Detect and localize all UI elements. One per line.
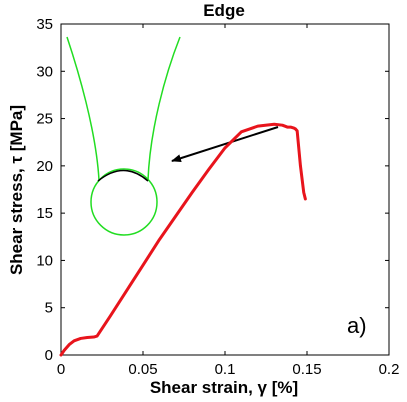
y-tick-label: 10 [36, 252, 53, 269]
panel-label: a) [347, 313, 367, 338]
plot-frame [60, 23, 390, 356]
notch-inset [66, 36, 279, 236]
chart-title: Edge [203, 1, 245, 20]
notch-right-flank [147, 36, 181, 181]
y-tick-label: 35 [36, 16, 53, 33]
x-axis-label: Shear strain, γ [%] [150, 378, 298, 397]
y-tick-label: 20 [36, 158, 53, 175]
x-axis-ticks: 0 0.05 0.1 0.15 0.2 [57, 24, 400, 378]
x-tick-label: 0 [57, 361, 65, 378]
y-axis-ticks: 0 5 10 15 20 25 30 35 [36, 16, 389, 364]
y-tick-label: 0 [45, 347, 53, 364]
notch-edge-arc [97, 169, 149, 182]
notch-root-circle [90, 168, 158, 236]
pointer-arrow [171, 126, 279, 163]
y-axis-label: Shear stress, τ [MPa] [7, 105, 26, 275]
x-tick-label: 0.1 [215, 361, 236, 378]
y-tick-label: 5 [45, 300, 53, 317]
x-tick-label: 0.2 [379, 361, 400, 378]
notch-left-flank [66, 36, 100, 181]
y-tick-label: 30 [36, 63, 53, 80]
x-tick-label: 0.05 [128, 361, 157, 378]
x-tick-label: 0.15 [292, 361, 321, 378]
y-tick-label: 15 [36, 205, 53, 222]
series-line [59, 122, 307, 357]
y-tick-label: 25 [36, 111, 53, 128]
